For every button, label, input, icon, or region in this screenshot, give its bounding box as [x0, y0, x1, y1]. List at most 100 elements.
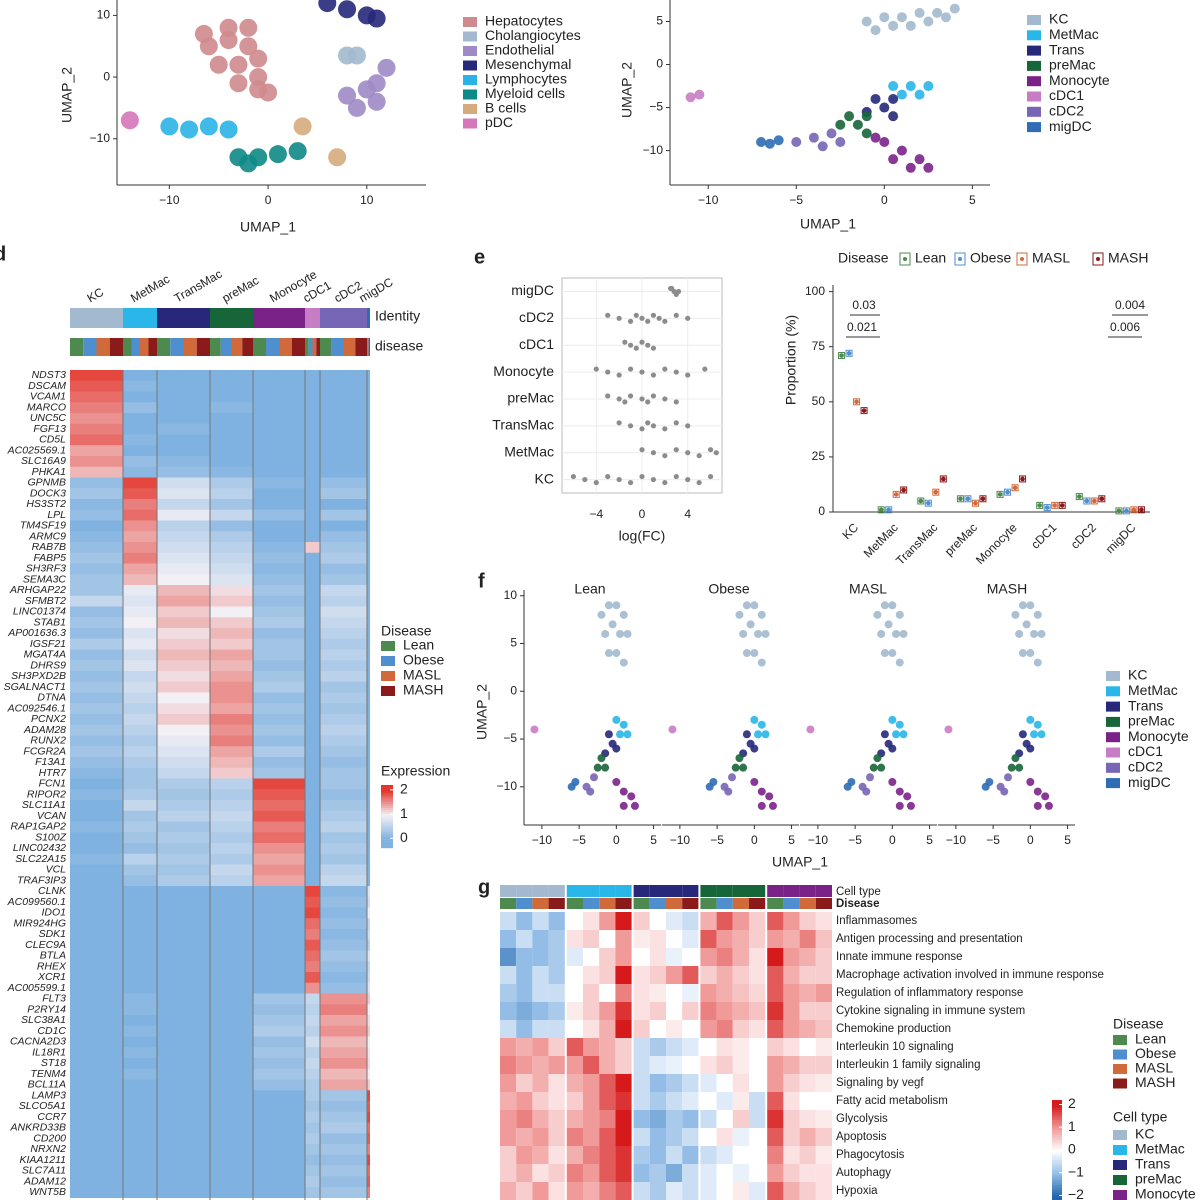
- heat-cell: [70, 1144, 123, 1156]
- heat-cell: [210, 972, 253, 984]
- heat-cell: [305, 413, 320, 425]
- heat-cell: [682, 1182, 699, 1200]
- heat-cell: [815, 948, 832, 966]
- heat-cell: [649, 1182, 666, 1200]
- heat-cell: [70, 896, 123, 908]
- strip-point: [707, 473, 714, 480]
- umap-point: [879, 12, 890, 23]
- gene-label: ANKRD33B: [10, 1122, 66, 1134]
- heat-cell: [682, 1092, 699, 1110]
- umap-point: [160, 117, 179, 136]
- heat-cell: [815, 1092, 832, 1110]
- y-tick-label: preMac: [507, 390, 554, 406]
- heat-cell: [70, 703, 123, 715]
- umap-point: [880, 730, 889, 739]
- heat-cell: [253, 993, 305, 1005]
- heat-cell: [253, 466, 305, 478]
- umap-point: [619, 787, 628, 796]
- heat-cell: [532, 1110, 549, 1128]
- heat-cell: [500, 1074, 517, 1092]
- heat-cell: [615, 1146, 632, 1164]
- colorbar-slice: [1052, 1100, 1062, 1103]
- heat-cell: [123, 638, 157, 650]
- heat-cell: [123, 789, 157, 801]
- strip-point: [645, 399, 651, 405]
- box: [1122, 507, 1130, 515]
- umap-point: [817, 141, 828, 152]
- heat-cell: [157, 950, 210, 962]
- heat-cell: [305, 864, 320, 876]
- heat-cell: [123, 875, 157, 887]
- heat-cell: [666, 1074, 683, 1092]
- y-tick-label: migDC: [511, 282, 554, 298]
- heat-cell: [548, 1020, 565, 1038]
- heat-cell: [253, 1165, 305, 1177]
- heat-cell: [320, 1004, 367, 1016]
- legend-swatch: [1113, 1160, 1127, 1170]
- heat-cell: [253, 1144, 305, 1156]
- heat-cell: [123, 1047, 157, 1059]
- heat-cell: [320, 617, 367, 629]
- heat-cell: [320, 423, 367, 435]
- heat-cell: [500, 1002, 517, 1020]
- gene-label: HTR7: [39, 767, 68, 779]
- heat-cell: [615, 1128, 632, 1146]
- strip-point: [673, 420, 679, 426]
- heat-cell: [732, 1020, 749, 1038]
- heat-cell: [666, 1092, 683, 1110]
- heat-cell: [253, 1133, 305, 1145]
- heat-cell: [70, 714, 123, 726]
- heat-cell: [783, 1038, 800, 1056]
- heat-cell: [305, 402, 320, 414]
- heat-cell: [716, 966, 733, 984]
- heat-cell: [210, 606, 253, 618]
- box: [900, 486, 908, 494]
- heat-cell: [649, 1020, 666, 1038]
- heat-cell: [633, 966, 650, 984]
- colorbar-slice: [1052, 1117, 1062, 1121]
- heat-cell: [367, 810, 370, 822]
- heat-cell: [305, 800, 320, 812]
- heat-cell: [749, 1020, 766, 1038]
- legend-label: migDC: [1128, 774, 1171, 790]
- heat-cell: [305, 993, 320, 1005]
- heat-cell: [732, 984, 749, 1002]
- heat-cell: [253, 843, 305, 855]
- heat-cell: [320, 692, 367, 704]
- strip-point: [593, 366, 599, 372]
- heat-cell: [700, 1128, 717, 1146]
- strip-point: [673, 312, 679, 318]
- heat-cell: [157, 1058, 210, 1070]
- legend-swatch: [1106, 762, 1120, 773]
- strip-point: [662, 318, 668, 324]
- umap-point: [861, 128, 872, 139]
- column-label: KC: [85, 285, 107, 306]
- heat-cell: [548, 1164, 565, 1182]
- heat-cell: [583, 1146, 600, 1164]
- umap-point: [884, 620, 893, 629]
- heat-cell: [157, 466, 210, 478]
- heat-cell: [367, 370, 370, 382]
- umap-point: [623, 730, 632, 739]
- heat-cell: [599, 1164, 616, 1182]
- heat-cell: [123, 832, 157, 844]
- gene-label: HS3ST2: [26, 498, 66, 510]
- heat-cell: [123, 1111, 157, 1123]
- heat-cell: [210, 821, 253, 833]
- heat-cell: [123, 413, 157, 425]
- heat-cell: [123, 735, 157, 747]
- heat-cell: [367, 563, 370, 575]
- heat-cell: [732, 1128, 749, 1146]
- heat-cell: [305, 950, 320, 962]
- heat-cell: [253, 585, 305, 597]
- heat-cell: [253, 563, 305, 575]
- heat-cell: [599, 912, 616, 930]
- heat-cell: [305, 509, 320, 521]
- disease-bar: [367, 338, 369, 356]
- heat-cell: [320, 1101, 367, 1113]
- heat-cell: [783, 912, 800, 930]
- box: [1036, 501, 1044, 509]
- heat-cell: [157, 477, 210, 489]
- strip-point: [675, 288, 682, 295]
- heat-cell: [123, 681, 157, 693]
